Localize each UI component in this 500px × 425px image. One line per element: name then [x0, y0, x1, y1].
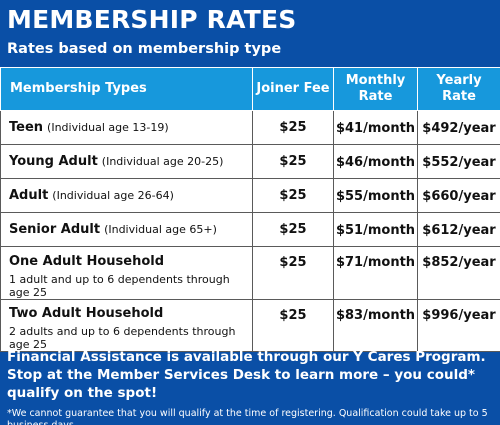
joiner-fee-cell: $25 — [252, 110, 334, 145]
yearly-rate-cell: $492/year — [417, 110, 500, 145]
header-joiner-fee: Joiner Fee — [252, 67, 334, 111]
header-membership-types: Membership Types — [0, 67, 253, 111]
table-row: Teen (Individual age 13-19) $25 $41/month… — [0, 110, 500, 145]
membership-type-cell: Adult (Individual age 26-64) — [0, 178, 253, 213]
membership-name: One Adult Household — [9, 254, 165, 269]
joiner-fee-cell: $25 — [252, 144, 334, 179]
header-monthly-line1: Monthly — [345, 73, 406, 88]
table-row: Two Adult Household 2 adults and up to 6 … — [0, 299, 500, 352]
monthly-rate-cell: $83/month — [333, 299, 418, 352]
membership-detail: (Individual age 65+) — [104, 223, 217, 236]
membership-type-cell: Two Adult Household 2 adults and up to 6 … — [0, 299, 253, 352]
monthly-rate-cell: $51/month — [333, 212, 418, 247]
membership-detail: 1 adult and up to 6 dependents through a… — [9, 273, 230, 299]
header-yearly-line1: Yearly — [436, 73, 482, 88]
yearly-rate-cell: $996/year — [417, 299, 500, 352]
monthly-rate-cell: $71/month — [333, 246, 418, 300]
membership-detail: (Individual age 20-25) — [101, 155, 224, 168]
joiner-fee-cell: $25 — [252, 246, 334, 300]
header-yearly-line2: Rate — [442, 89, 476, 104]
yearly-rate-cell: $552/year — [417, 144, 500, 179]
yearly-rate-cell: $612/year — [417, 212, 500, 247]
table-row: Young Adult (Individual age 20-25) $25 $4… — [0, 144, 500, 179]
header-yearly-rate: Yearly Rate — [417, 67, 500, 111]
table-row: Adult (Individual age 26-64) $25 $55/mont… — [0, 178, 500, 213]
membership-name: Adult — [9, 188, 49, 203]
membership-type-cell: Young Adult (Individual age 20-25) — [0, 144, 253, 179]
membership-name: Senior Adult — [9, 222, 101, 237]
joiner-fee-cell: $25 — [252, 178, 334, 213]
membership-type-cell: One Adult Household 1 adult and up to 6 d… — [0, 246, 253, 300]
yearly-rate-cell: $852/year — [417, 246, 500, 300]
disclaimer-text: *We cannot guarantee that you will quali… — [7, 408, 488, 425]
joiner-fee-cell: $25 — [252, 299, 334, 352]
header-monthly-rate: Monthly Rate — [333, 67, 418, 111]
membership-detail: 2 adults and up to 6 dependents through … — [9, 325, 236, 351]
footer: Financial Assistance is available throug… — [7, 348, 495, 425]
yearly-rate-cell: $660/year — [417, 178, 500, 213]
membership-detail: (Individual age 13-19) — [47, 121, 169, 134]
monthly-rate-cell: $41/month — [333, 110, 418, 145]
table-header-row: Membership Types Joiner Fee Monthly Rate… — [0, 67, 500, 111]
membership-detail: (Individual age 26-64) — [52, 189, 174, 202]
monthly-rate-cell: $46/month — [333, 144, 418, 179]
header-monthly-line2: Rate — [358, 89, 393, 104]
joiner-fee-cell: $25 — [252, 212, 334, 247]
membership-name: Young Adult — [9, 154, 98, 169]
page-subtitle: Rates based on membership type — [7, 41, 282, 57]
page-title: MEMBERSHIP RATES — [7, 5, 297, 34]
membership-name: Two Adult Household — [9, 306, 164, 321]
table-row: Senior Adult (Individual age 65+) $25 $51… — [0, 212, 500, 247]
table-row: One Adult Household 1 adult and up to 6 d… — [0, 246, 500, 300]
membership-type-cell: Teen (Individual age 13-19) — [0, 110, 253, 145]
financial-assistance-text: Financial Assistance is available throug… — [7, 349, 486, 401]
header: MEMBERSHIP RATES Rates based on membersh… — [7, 2, 497, 59]
monthly-rate-cell: $55/month — [333, 178, 418, 213]
membership-type-cell: Senior Adult (Individual age 65+) — [0, 212, 253, 247]
rates-table: Membership Types Joiner Fee Monthly Rate… — [0, 67, 500, 352]
membership-name: Teen — [9, 120, 44, 135]
